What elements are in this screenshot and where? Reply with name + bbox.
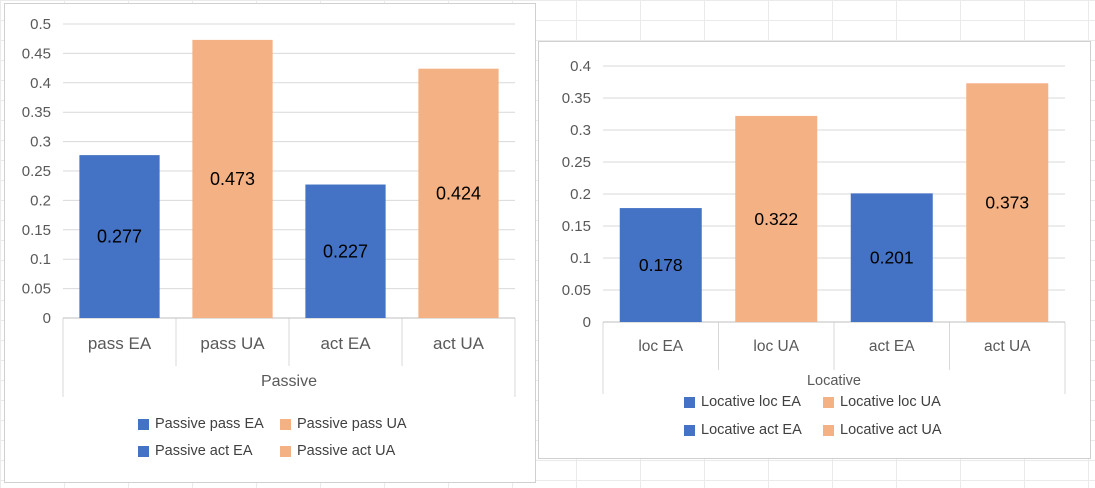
legend-swatch-ea (684, 424, 695, 436)
bar[interactable] (79, 155, 160, 318)
legend-item-passive-act-ua: Passive act UA (280, 443, 395, 459)
legend-swatch-ua (280, 445, 291, 457)
category-label: pass EA (88, 334, 152, 353)
data-label: 0.178 (639, 255, 683, 275)
legend-label: Passive act UA (297, 443, 396, 459)
legend-label: Locative act UA (840, 422, 942, 438)
y-tick-label: 0.25 (562, 154, 591, 171)
y-tick-label: 0.2 (30, 192, 51, 209)
category-label: act EA (320, 334, 371, 353)
data-label: 0.227 (323, 241, 368, 261)
legend-label: Locative loc UA (840, 394, 941, 410)
y-tick-label: 0.35 (562, 90, 591, 107)
y-tick-label: 0.2 (570, 186, 591, 203)
y-tick-label: 0.1 (570, 250, 591, 267)
y-tick-label: 0 (43, 310, 51, 327)
y-tick-label: 0.4 (30, 75, 51, 92)
data-label: 0.277 (97, 227, 142, 247)
passive-chart[interactable]: 0 0.05 0.1 0.15 0.2 0.25 0.3 0.35 0.4 0.45 0.5 0.27… (4, 3, 536, 483)
category-label: pass UA (200, 334, 265, 353)
category-label: act EA (869, 338, 915, 355)
data-label: 0.473 (210, 169, 255, 189)
legend-item-passive-act-ea: Passive act EA (138, 443, 253, 459)
data-label: 0.373 (985, 193, 1029, 213)
y-tick-label: 0.15 (22, 222, 51, 239)
y-tick-label: 0.15 (562, 218, 591, 235)
legend-label: Locative loc EA (701, 394, 801, 410)
data-label: 0.322 (754, 209, 798, 229)
bar[interactable] (735, 115, 818, 322)
legend-swatch-ea (138, 418, 149, 430)
legend-label: Passive pass EA (155, 416, 264, 432)
legend-swatch-ua (280, 418, 291, 430)
y-tick-label: 0.3 (30, 134, 51, 151)
y-tick-label: 0.05 (562, 282, 591, 299)
legend-item-locative-loc-ua: Locative loc UA (823, 394, 941, 410)
legend-item-locative-act-ua: Locative act UA (823, 422, 942, 438)
bar[interactable] (305, 184, 386, 318)
passive-chart-plot: 0 0.05 0.1 0.15 0.2 0.25 0.3 0.35 0.4 0.45 0.5 0.27… (22, 16, 516, 397)
legend-item-locative-loc-ea: Locative loc EA (684, 394, 801, 410)
legend-swatch-ua (823, 424, 834, 436)
locative-chart-plot: 0 0.05 0.1 0.15 0.2 0.25 0.3 0.35 0.4 0.178 loc EA… (562, 58, 1066, 394)
y-tick-label: 0.5 (30, 16, 51, 33)
legend-swatch-ea (138, 445, 149, 457)
legend-item-passive-pass-ua: Passive pass UA (280, 416, 407, 432)
bar[interactable] (619, 208, 702, 322)
category-label: loc UA (753, 338, 799, 355)
bar[interactable] (966, 83, 1049, 322)
legend-item-locative-act-ea: Locative act EA (684, 422, 802, 438)
legend-item-passive-pass-ea: Passive pass EA (138, 416, 264, 432)
legend-label: Passive act EA (155, 443, 253, 459)
legend-swatch-ua (823, 396, 834, 408)
y-tick-label: 0.3 (570, 122, 591, 139)
legend-label: Locative act EA (701, 422, 802, 438)
y-tick-label: 0.1 (30, 251, 51, 268)
category-label: act UA (984, 338, 1031, 355)
group-label: Passive (261, 373, 317, 390)
bar[interactable] (192, 39, 273, 318)
category-label: act UA (433, 334, 485, 353)
y-tick-label: 0.45 (22, 45, 51, 62)
locative-chart[interactable]: 0 0.05 0.1 0.15 0.2 0.25 0.3 0.35 0.4 0.178 loc EA… (538, 41, 1091, 459)
legend-label: Passive pass UA (297, 416, 407, 432)
bar[interactable] (850, 193, 933, 322)
y-tick-label: 0.05 (22, 281, 51, 298)
y-tick-label: 0.35 (22, 104, 51, 121)
y-tick-label: 0 (583, 314, 591, 331)
data-label: 0.424 (436, 183, 481, 203)
category-label: loc EA (638, 338, 683, 355)
bar[interactable] (418, 68, 499, 318)
y-tick-label: 0.4 (570, 58, 591, 75)
legend-swatch-ea (684, 396, 695, 408)
y-tick-label: 0.25 (22, 163, 51, 180)
group-label: Locative (807, 373, 861, 389)
data-label: 0.201 (870, 248, 914, 268)
